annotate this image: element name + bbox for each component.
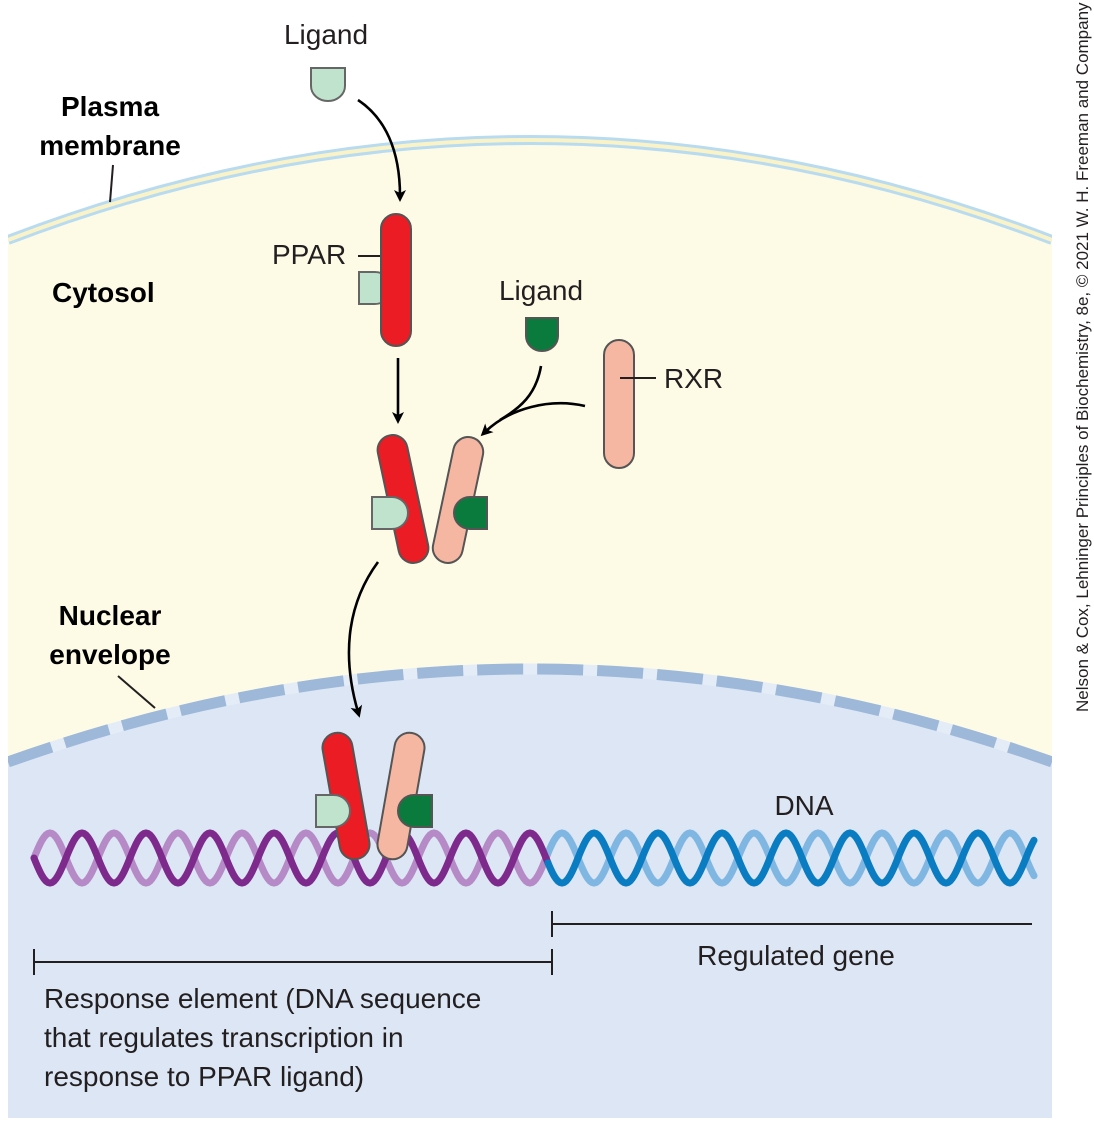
ppar-rxr-dimer-on-dna xyxy=(315,731,433,861)
ppar-receptor xyxy=(380,213,412,347)
dna-response-strand-dark xyxy=(30,829,552,887)
rxr-label: RXR xyxy=(664,363,723,394)
response-element-label-3: response to PPAR ligand) xyxy=(44,1061,364,1092)
rxr-ligand-icon xyxy=(525,317,559,352)
ppar-label: PPAR xyxy=(272,239,346,270)
arrow-ligand-to-ppar xyxy=(357,98,406,202)
dna-gene-strand-light xyxy=(544,829,1038,887)
dna-gene-strand-dark xyxy=(544,829,1038,887)
arrow-rxr-to-dimer xyxy=(480,402,586,437)
cytosol-label: Cytosol xyxy=(52,277,155,308)
nuclear-envelope-label-1: Nuclear xyxy=(59,600,162,631)
ligand-top-label: Ligand xyxy=(284,19,368,50)
ppar-rxr-dimer-cytosol xyxy=(371,434,488,564)
nuclear-envelope-label-2: envelope xyxy=(49,639,170,670)
response-element-label-1: Response element (DNA sequence xyxy=(44,983,481,1014)
plasma-membrane-label-2: membrane xyxy=(39,130,181,161)
dna-label: DNA xyxy=(774,790,833,821)
ppar-ligand-icon xyxy=(310,67,346,102)
nuclear-envelope-leader xyxy=(117,675,156,709)
nucleus-region xyxy=(8,669,1052,1118)
response-element-bracket xyxy=(33,949,553,975)
plasma-membrane-leader xyxy=(109,164,114,203)
rxr-receptor xyxy=(603,339,635,469)
regulated-gene-label: Regulated gene xyxy=(697,940,895,971)
ligand-mid-label: Ligand xyxy=(499,275,583,306)
plasma-membrane-label-1: Plasma xyxy=(61,91,159,122)
copyright-credit: Nelson & Cox, Lehninger Principles of Bi… xyxy=(1073,2,1092,712)
response-element-label-2: that regulates transcription in xyxy=(44,1022,404,1053)
arrow-dimer-to-nucleus xyxy=(347,561,380,718)
regulated-gene-bracket xyxy=(551,911,1032,937)
dna-double-helix xyxy=(30,829,1038,887)
